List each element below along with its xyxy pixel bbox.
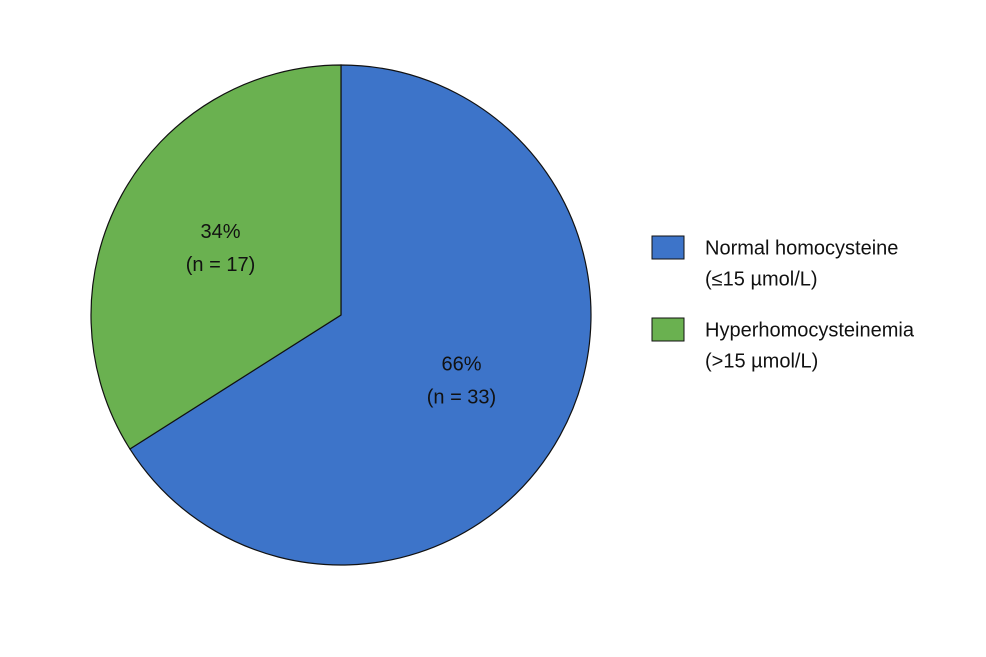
legend-label: Hyperhomocysteinemia — [705, 319, 915, 341]
legend-swatch — [651, 235, 685, 260]
legend-sublabel: (≤15 µmol/L) — [705, 268, 818, 290]
legend-swatch — [651, 317, 685, 342]
value-label: 66% — [441, 354, 481, 376]
legend-label: Normal homocysteine — [705, 237, 898, 259]
count-label: (n = 17) — [186, 254, 255, 276]
value-label: 34% — [200, 221, 240, 243]
count-label: (n = 33) — [427, 387, 496, 409]
legend-sublabel: (>15 µmol/L) — [705, 350, 818, 372]
pie-slice — [129, 64, 592, 566]
pie-slice — [90, 64, 342, 450]
